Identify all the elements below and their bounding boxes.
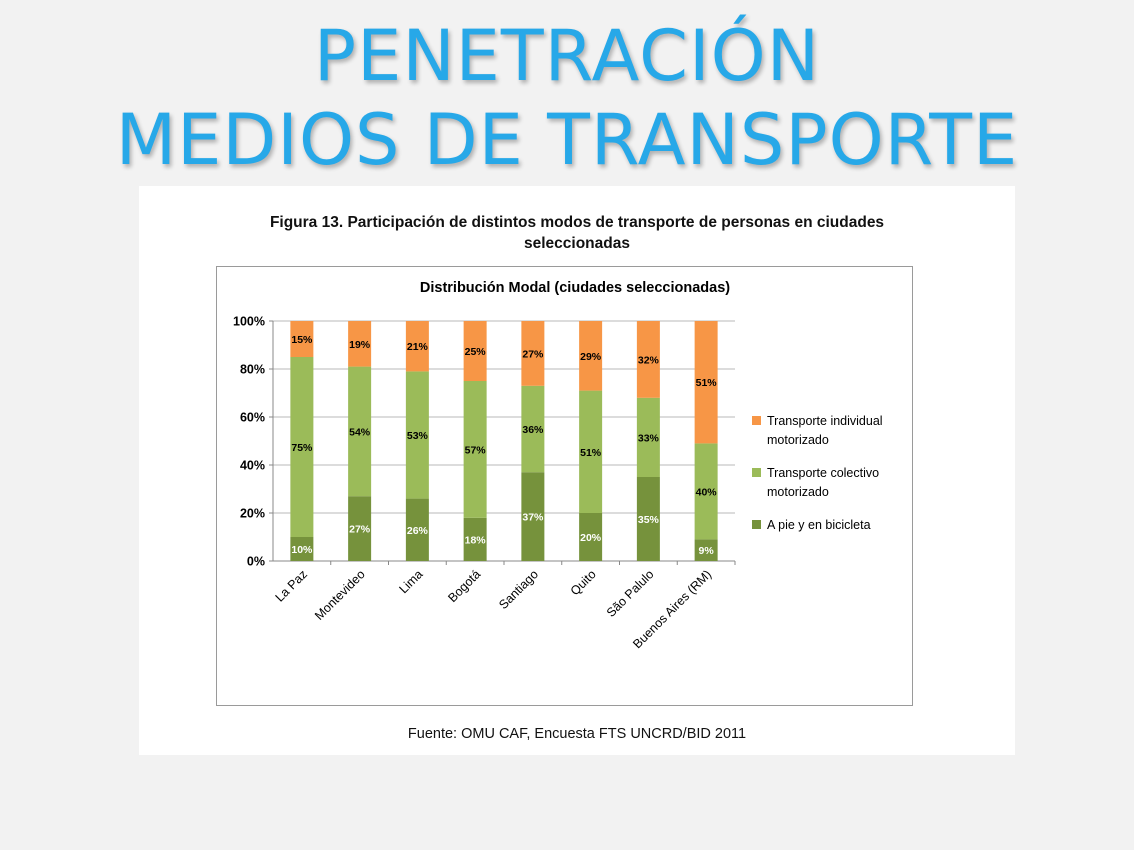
data-label: 15%: [291, 334, 313, 346]
bar-segment: [290, 321, 314, 357]
data-label: 40%: [696, 486, 718, 498]
legend-item: A pie y en bicicleta: [767, 518, 871, 532]
data-label: 18%: [465, 534, 487, 546]
bar-segment: [694, 321, 718, 444]
x-tick-label: Lima: [396, 567, 425, 596]
slide-title-line-1: PENETRACIÓN: [313, 15, 821, 97]
y-tick-label: 40%: [240, 459, 265, 473]
figure-panel: Figura 13. Participación de distintos mo…: [139, 186, 1015, 755]
legend-swatch: [752, 416, 761, 425]
bar-segment: [694, 443, 718, 540]
x-tick-label: Montevideo: [312, 567, 368, 623]
data-label: 33%: [638, 432, 660, 444]
bar-segment: [463, 381, 487, 518]
x-tick-label: Bogotá: [445, 567, 483, 605]
data-label: 29%: [580, 351, 602, 363]
bar-segment: [348, 366, 372, 497]
data-label: 10%: [291, 544, 313, 556]
source-note: Fuente: OMU CAF, Encuesta FTS UNCRD/BID …: [407, 726, 747, 742]
legend-swatch: [752, 468, 761, 477]
y-tick-label: 80%: [240, 363, 265, 377]
data-label: 36%: [522, 424, 544, 436]
data-label: 19%: [349, 339, 371, 351]
data-label: 57%: [465, 444, 487, 456]
chart-container: Distribución Modal (ciudades seleccionad…: [216, 266, 913, 706]
data-label: 51%: [580, 447, 602, 459]
data-label: 25%: [465, 346, 487, 358]
y-tick-label: 0%: [247, 555, 265, 569]
data-label: 51%: [696, 377, 718, 389]
data-label: 27%: [522, 348, 544, 360]
figure-caption: Figura 13. Participación de distintos mo…: [139, 212, 1015, 254]
bar-segment: [636, 321, 660, 398]
data-label: 21%: [407, 341, 429, 353]
bar-segment: [405, 498, 429, 561]
y-tick-label: 100%: [233, 315, 265, 329]
bar-segment: [579, 513, 603, 561]
bar-segment: [463, 321, 487, 381]
bar-segment: [636, 397, 660, 477]
data-label: 37%: [522, 512, 544, 524]
data-label: 75%: [291, 442, 313, 454]
data-label: 26%: [407, 525, 429, 537]
stacked-bar-chart: Distribución Modal (ciudades seleccionad…: [233, 280, 883, 651]
bar-segment: [290, 537, 314, 561]
x-tick-label: La Paz: [273, 567, 310, 604]
data-label: 53%: [407, 430, 429, 442]
legend-item: Transporte colectivo motorizado: [767, 466, 879, 499]
data-label: 20%: [580, 532, 602, 544]
bar-segment: [405, 321, 429, 372]
x-tick-label: Santiago: [496, 567, 541, 612]
legend-item: Transporte individual motorizado: [767, 414, 883, 447]
chart-title: Distribución Modal (ciudades seleccionad…: [420, 280, 730, 296]
x-tick-label: Quito: [568, 567, 599, 598]
bar-segment: [636, 477, 660, 561]
bar-segment: [579, 321, 603, 391]
data-label: 27%: [349, 524, 371, 536]
y-tick-label: 20%: [240, 507, 265, 521]
slide-title-line-2: MEDIOS DE TRANSPORTE: [115, 99, 1019, 181]
figure-caption-line-1: Figura 13. Participación de distintos mo…: [269, 214, 885, 231]
data-label: 9%: [699, 545, 715, 557]
bar-segment: [521, 472, 545, 561]
data-label: 32%: [638, 354, 660, 366]
bar-segment: [348, 321, 372, 367]
y-tick-label: 60%: [240, 411, 265, 425]
bar-segment: [694, 539, 718, 561]
x-tick-label: São Palulo: [604, 567, 657, 620]
bar-segment: [290, 357, 314, 537]
figure-caption-line-2: seleccionadas: [524, 235, 630, 252]
data-label: 35%: [638, 514, 660, 526]
bar-segment: [579, 390, 603, 513]
data-label: 54%: [349, 426, 371, 438]
bar-segment: [348, 496, 372, 561]
bar-segment: [521, 321, 545, 386]
legend-swatch: [752, 520, 761, 529]
bar-segment: [405, 371, 429, 499]
bar-segment: [463, 517, 487, 561]
bar-segment: [521, 385, 545, 473]
